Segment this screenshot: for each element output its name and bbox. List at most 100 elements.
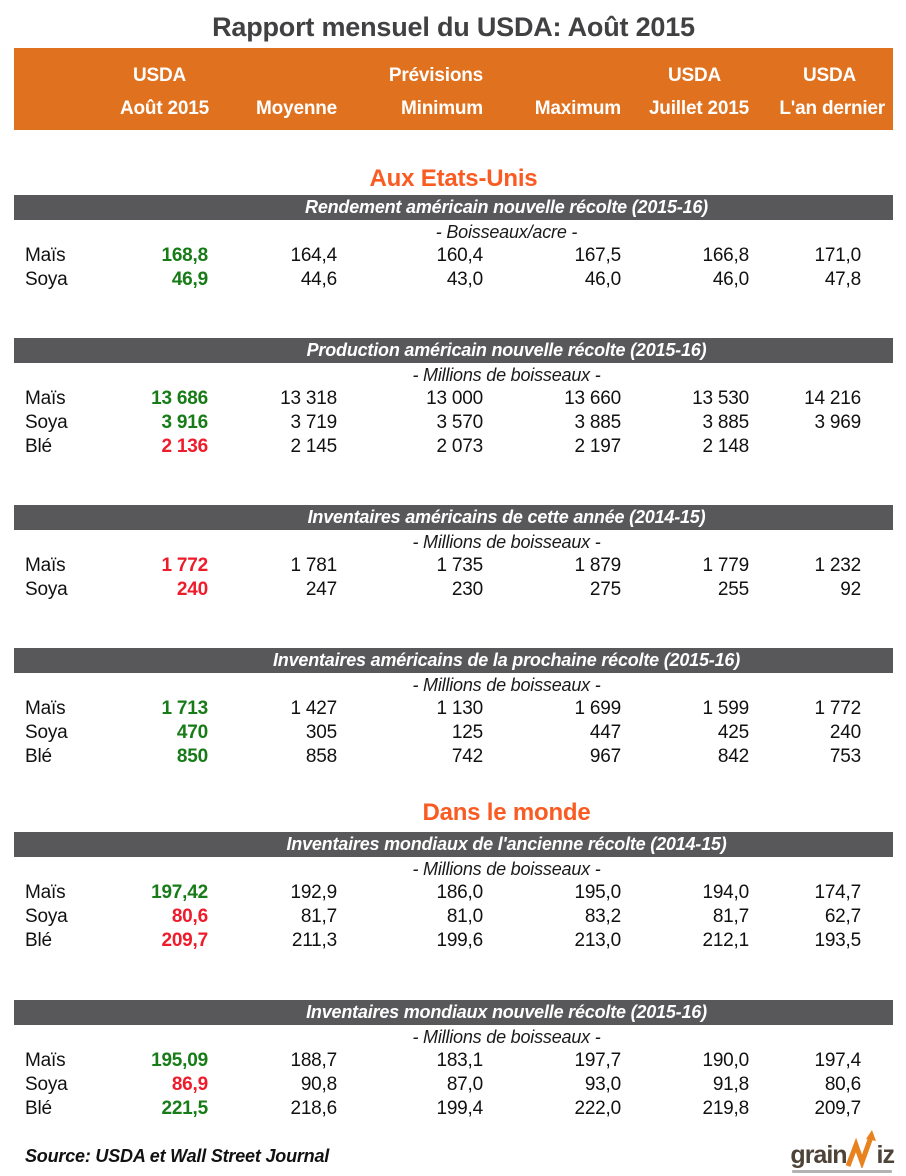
value: 1 879 — [574, 555, 621, 576]
value: 1 232 — [814, 555, 861, 576]
header-row-bottom: Août 2015 Moyenne Minimum Maximum Juillet 20… — [14, 96, 893, 122]
value: 1 699 — [574, 698, 621, 719]
value: 190,0 — [702, 1050, 749, 1071]
value: 1 781 — [290, 555, 337, 576]
unit-label: - Millions de boisseaux - — [412, 859, 601, 879]
row-label: Blé — [25, 746, 52, 767]
row-label: Soya — [25, 906, 68, 927]
zone-heading-us: Aux Etats-Unis — [369, 165, 538, 192]
usda-value: 197,42 — [151, 882, 208, 903]
value: 83,2 — [584, 906, 621, 927]
column-header: Août 2015 — [120, 98, 210, 119]
column-header: Moyenne — [256, 98, 337, 119]
usda-value: 86,9 — [171, 1074, 208, 1095]
value: 92 — [840, 579, 861, 600]
zone-heading-world: Dans le monde — [422, 799, 591, 826]
value: 218,6 — [290, 1098, 337, 1119]
value: 13 530 — [692, 388, 749, 409]
table-row: Blé 2 136 2 145 2 073 2 197 2 148 — [14, 435, 893, 459]
grainwiz-logo: grain iz — [790, 1130, 895, 1173]
value: 3 885 — [702, 412, 749, 433]
row-label: Maïs — [25, 245, 66, 266]
value: 1 779 — [702, 555, 749, 576]
value: 46,0 — [584, 269, 621, 290]
column-header — [208, 63, 337, 89]
value: 1 735 — [436, 555, 483, 576]
value: 174,7 — [814, 882, 861, 903]
us-sections: Rendement américain nouvelle récolte (20… — [14, 195, 893, 769]
usda-value: 1 772 — [161, 555, 208, 576]
value: 1 427 — [290, 698, 337, 719]
value — [749, 435, 893, 459]
report-footer: Source: USDA et Wall Street Journal grai… — [0, 1127, 906, 1175]
table-row: Soya 3 916 3 719 3 570 3 885 3 885 3 969 — [14, 411, 893, 435]
value: 230 — [451, 579, 483, 600]
value: 240 — [829, 722, 861, 743]
table-row: Maïs 1 713 1 427 1 130 1 699 1 599 1 772 — [14, 697, 893, 721]
value: 192,9 — [290, 882, 337, 903]
value: 275 — [589, 579, 621, 600]
usda-value: 13 686 — [151, 388, 208, 409]
usda-value: 3 916 — [161, 412, 208, 433]
value: 211,3 — [291, 930, 337, 951]
report-section: Inventaires mondiaux nouvelle récolte (2… — [14, 1000, 893, 1121]
column-header: Minimum — [401, 98, 483, 119]
value: 2 197 — [574, 436, 621, 457]
value: 81,7 — [300, 906, 337, 927]
column-header: Prévisions — [388, 65, 483, 86]
column-header — [14, 96, 120, 122]
report-section: Inventaires américains de cette année (2… — [14, 505, 893, 602]
table-row: Maïs 1 772 1 781 1 735 1 879 1 779 1 232 — [14, 554, 893, 578]
unit-label: - Boisseaux/acre - — [435, 222, 578, 242]
row-label: Maïs — [25, 882, 66, 903]
section-title: Inventaires mondiaux nouvelle récolte (2… — [306, 1002, 707, 1022]
value: 167,5 — [574, 245, 621, 266]
column-header: USDA — [802, 65, 856, 86]
value: 967 — [589, 746, 621, 767]
value: 43,0 — [446, 269, 483, 290]
row-label: Soya — [25, 412, 68, 433]
value: 186,0 — [436, 882, 483, 903]
value: 194,0 — [702, 882, 749, 903]
value: 199,6 — [436, 930, 483, 951]
value: 742 — [451, 746, 483, 767]
unit-label: - Millions de boisseaux - — [412, 1027, 601, 1047]
row-label: Maïs — [25, 1050, 66, 1071]
unit-label: - Millions de boisseaux - — [412, 675, 601, 695]
value: 44,6 — [300, 269, 337, 290]
page-title: Rapport mensuel du USDA: Août 2015 — [212, 12, 695, 42]
section-title-bar: Inventaires américains de la prochaine r… — [14, 648, 893, 673]
row-label: Maïs — [25, 555, 66, 576]
value: 14 216 — [804, 388, 861, 409]
table-row: Blé 850 858 742 967 842 753 — [14, 745, 893, 769]
row-label: Blé — [25, 436, 52, 457]
value: 197,4 — [814, 1050, 861, 1071]
column-header: Maximum — [534, 98, 621, 119]
value: 160,4 — [436, 245, 483, 266]
value: 195,0 — [574, 882, 621, 903]
value: 1 130 — [436, 698, 483, 719]
report-section: Inventaires américains de la prochaine r… — [14, 648, 893, 769]
column-header: USDA — [667, 65, 721, 86]
value: 47,8 — [824, 269, 861, 290]
row-label: Maïs — [25, 698, 66, 719]
value: 212,1 — [702, 930, 749, 951]
unit-label: - Millions de boisseaux - — [412, 532, 601, 552]
section-title-bar: Rendement américain nouvelle récolte (20… — [14, 195, 893, 220]
report-section: Rendement américain nouvelle récolte (20… — [14, 195, 893, 292]
value: 193,5 — [814, 930, 861, 951]
section-title: Inventaires américains de la prochaine r… — [272, 650, 741, 670]
usda-value: 470 — [176, 722, 208, 743]
row-label: Blé — [25, 1098, 52, 1119]
value: 842 — [717, 746, 749, 767]
world-sections: Inventaires mondiaux de l'ancienne récol… — [14, 832, 893, 1121]
table-row: Soya 470 305 125 447 425 240 — [14, 721, 893, 745]
section-title-bar: Production américain nouvelle récolte (2… — [14, 338, 893, 363]
value: 91,8 — [712, 1074, 749, 1095]
report-section: Production américain nouvelle récolte (2… — [14, 338, 893, 459]
row-label: Soya — [25, 722, 68, 743]
value: 753 — [829, 746, 861, 767]
value: 447 — [589, 722, 621, 743]
row-label: Soya — [25, 579, 68, 600]
value: 2 073 — [436, 436, 483, 457]
